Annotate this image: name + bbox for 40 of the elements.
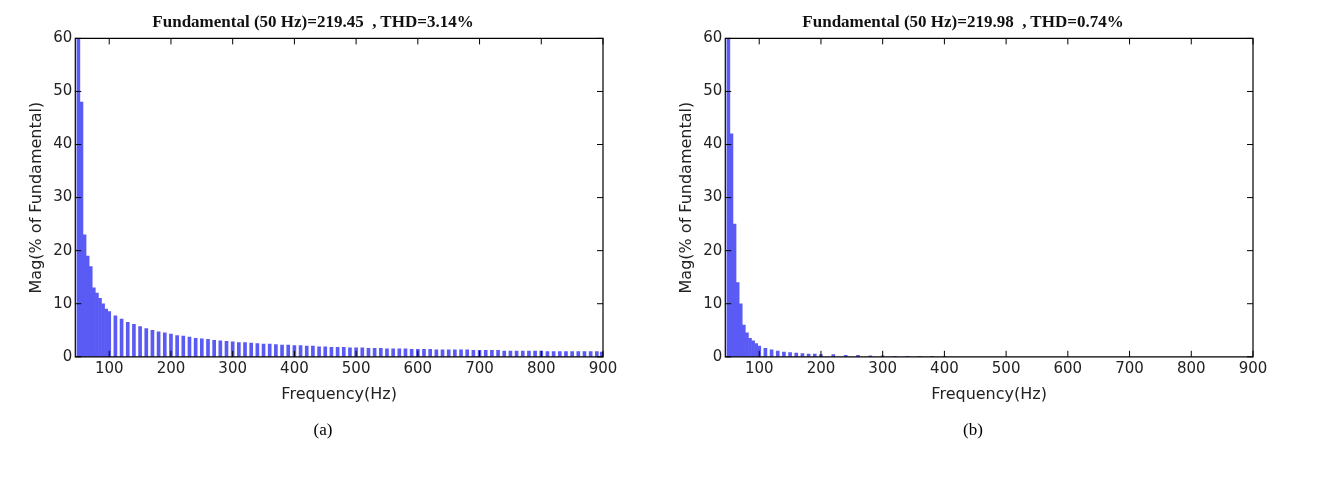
x-tick-label: 500 (991, 358, 1021, 377)
x-tick-label: 300 (868, 358, 897, 377)
y-tick-label: 30 (703, 187, 723, 206)
x-tick-label: 100 (744, 358, 774, 377)
y-axis-title: Mag(% of Fundamental) (675, 101, 695, 294)
y-tick-label: 0 (62, 346, 73, 365)
chart-title: Fundamental (50 Hz)=219.45 , THD=3.14% (152, 11, 474, 31)
x-tick-label: 400 (280, 358, 309, 377)
x-tick-label: 600 (403, 358, 433, 377)
y-tick-label: 10 (703, 293, 723, 312)
x-tick-label: 200 (806, 358, 836, 377)
y-tick-label: 40 (703, 134, 723, 153)
text: (b) (963, 420, 983, 440)
x-tick-label: 400 (930, 358, 959, 377)
x-tick-label: 600 (1053, 358, 1083, 377)
y-tick-label: 50 (53, 81, 73, 100)
x-tick-label: 800 (526, 358, 556, 377)
y-tick-label: 20 (53, 240, 73, 259)
x-tick-label: 200 (156, 358, 186, 377)
y-tick-label: 40 (53, 134, 73, 153)
x-axis-title: Frequency(Hz) (281, 383, 397, 403)
y-tick-label: 0 (712, 346, 723, 365)
y-tick-label: 60 (703, 28, 723, 47)
x-tick-label: 900 (1238, 358, 1268, 377)
x-tick-label: 800 (1176, 358, 1206, 377)
text: (a) (313, 420, 333, 440)
y-tick-label: 20 (703, 240, 723, 259)
y-tick-label: 60 (53, 28, 73, 47)
chart-title: Fundamental (50 Hz)=219.98 , THD=0.74% (802, 11, 1124, 31)
x-tick-label: 500 (341, 358, 371, 377)
x-tick-label: 700 (1115, 358, 1144, 377)
x-tick-label: 100 (94, 358, 124, 377)
y-tick-label: 30 (53, 187, 73, 206)
x-axis-title: Frequency(Hz) (931, 383, 1047, 403)
x-tick-label: 900 (588, 358, 618, 377)
y-tick-label: 10 (53, 293, 73, 312)
y-axis-title: Mag(% of Fundamental) (25, 101, 45, 294)
x-tick-label: 700 (465, 358, 494, 377)
x-tick-label: 300 (218, 358, 247, 377)
y-tick-label: 50 (703, 81, 723, 100)
